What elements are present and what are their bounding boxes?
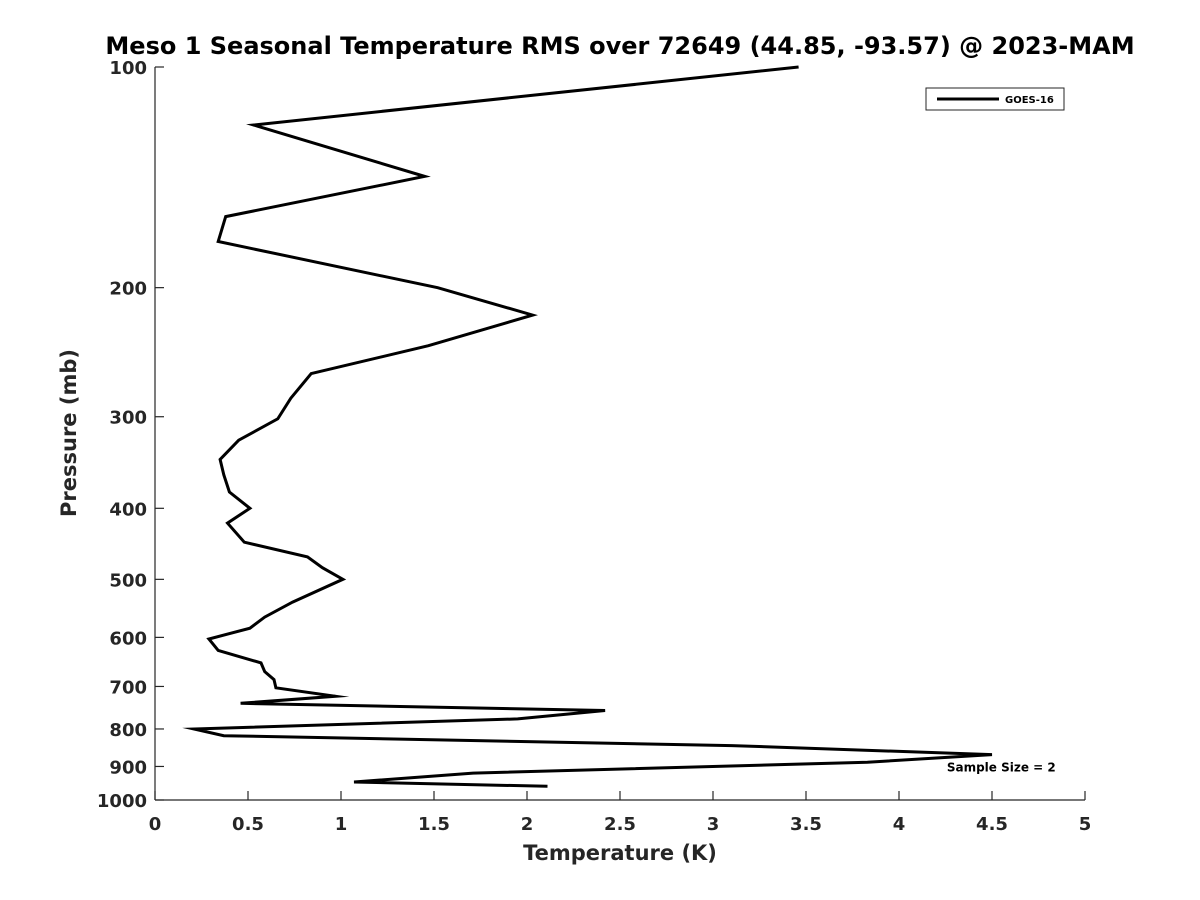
x-tick-label: 3.5: [790, 814, 822, 835]
y-axis-ticks: 100 200 300 400 500 600 700 800 900 1000: [97, 58, 164, 812]
x-axis-ticks: 0 0.5 1 1.5 2 2.5 3 3.5 4 4.5 5: [149, 791, 1092, 835]
x-tick-label: 2.5: [604, 814, 636, 835]
series-line-goes-16: [182, 65, 993, 788]
y-tick-label: 600: [109, 628, 147, 649]
y-tick-label: 500: [109, 570, 147, 591]
chart-title: Meso 1 Seasonal Temperature RMS over 726…: [105, 32, 1134, 60]
y-tick-label: 300: [109, 408, 147, 429]
x-axis-label: Temperature (K): [523, 841, 717, 865]
sample-size-annotation: Sample Size = 2: [947, 760, 1056, 774]
y-tick-label: 200: [109, 279, 147, 300]
y-axis-label: Pressure (mb): [57, 349, 81, 517]
plot-area: 0 0.5 1 1.5 2 2.5 3 3.5 4 4.5 5 100 200 300 400 500 600…: [97, 58, 1091, 835]
y-tick-label: 1000: [97, 791, 147, 812]
y-tick-label: 900: [109, 757, 147, 778]
x-tick-label: 1: [335, 814, 348, 835]
x-tick-label: 4.5: [976, 814, 1008, 835]
series-layer: [182, 65, 993, 788]
legend-entry-label: GOES-16: [1005, 95, 1054, 106]
x-tick-label: 1.5: [418, 814, 450, 835]
x-tick-label: 5: [1079, 814, 1092, 835]
x-tick-label: 2: [521, 814, 534, 835]
x-tick-label: 0.5: [232, 814, 264, 835]
y-tick-label: 400: [109, 499, 147, 520]
x-tick-label: 3: [707, 814, 720, 835]
y-tick-label: 800: [109, 720, 147, 741]
legend: GOES-16: [925, 87, 1065, 111]
x-tick-label: 0: [149, 814, 162, 835]
y-tick-label: 700: [109, 677, 147, 698]
x-tick-label: 4: [893, 814, 906, 835]
plot-background: [155, 67, 1085, 800]
y-tick-label: 100: [109, 58, 147, 79]
